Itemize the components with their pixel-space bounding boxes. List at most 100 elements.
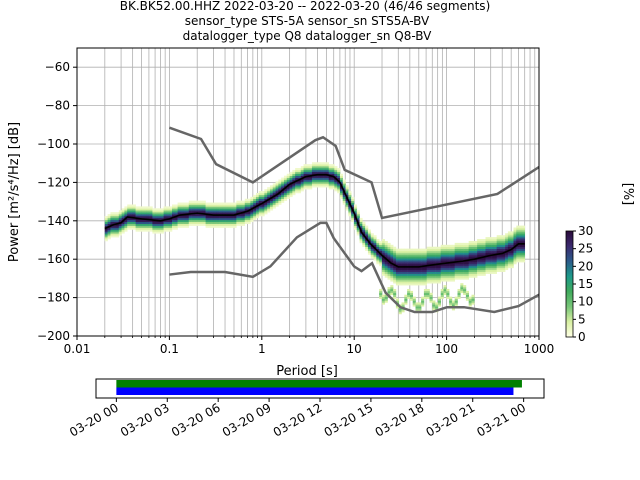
heatmap-cell — [306, 168, 310, 171]
heatmap-cell — [432, 265, 436, 269]
heatmap-cell — [362, 239, 366, 242]
heatmap-cell — [423, 275, 428, 278]
heatmap-cell — [325, 183, 330, 186]
heatmap-cell — [395, 275, 400, 278]
heatmap-cell — [124, 206, 128, 209]
heatmap-cell — [381, 252, 386, 255]
heatmap-cell — [454, 264, 458, 267]
heatmap-cell — [390, 275, 394, 278]
heatmap-cell — [362, 229, 366, 232]
heatmap-cell — [432, 267, 436, 271]
heatmap-cell — [135, 208, 139, 211]
heatmap-cell — [398, 277, 402, 280]
heatmap-cell — [454, 296, 458, 299]
heatmap-cell — [264, 196, 268, 200]
heatmap-cell — [446, 294, 450, 297]
heatmap-cell — [421, 248, 425, 251]
heatmap-cell — [300, 179, 304, 182]
heatmap-cell — [306, 185, 310, 188]
heatmap-cell — [297, 177, 302, 180]
heatmap-cell — [356, 233, 360, 236]
heatmap-cell — [177, 217, 181, 221]
heatmap-cell — [275, 194, 279, 198]
heatmap-cell — [471, 254, 475, 257]
heatmap-cell — [516, 227, 520, 230]
heatmap-cell — [488, 246, 492, 249]
heatmap-cell — [113, 217, 117, 221]
heatmap-cell — [155, 231, 159, 234]
heatmap-cell — [127, 221, 131, 224]
heatmap-cell — [496, 262, 500, 265]
heatmap-cell — [320, 179, 324, 182]
heatmap-cell — [449, 260, 453, 263]
heatmap-cell — [320, 175, 324, 178]
heatmap-cell — [521, 225, 525, 228]
heatmap-cell — [446, 279, 450, 282]
heatmap-cell — [113, 219, 117, 223]
heatmap-cell — [507, 240, 511, 244]
heatmap-cell — [440, 250, 444, 253]
heatmap-cell — [387, 244, 391, 248]
heatmap-cell — [437, 246, 442, 249]
heatmap-cell — [292, 179, 296, 182]
heatmap-cell — [113, 227, 117, 230]
heatmap-cell — [244, 221, 248, 224]
heatmap-cell — [191, 214, 195, 217]
heatmap-cell — [356, 214, 360, 217]
heatmap-cell — [465, 271, 470, 274]
heatmap-cell — [225, 223, 229, 226]
heatmap-cell — [244, 206, 248, 209]
heatmap-cell — [205, 214, 209, 217]
heatmap-cell — [474, 240, 478, 244]
heatmap-cell — [415, 308, 419, 311]
heatmap-cell — [493, 240, 497, 244]
heatmap-cell — [479, 250, 483, 253]
heatmap-cell — [272, 204, 276, 207]
heatmap-cell — [457, 294, 461, 297]
heatmap-cell — [124, 210, 128, 213]
heatmap-cell — [365, 231, 369, 234]
heatmap-cell — [236, 223, 240, 226]
heatmap-cell — [393, 258, 397, 261]
heatmap-cell — [443, 275, 447, 278]
heatmap-cell — [314, 164, 318, 167]
heatmap-cell — [493, 239, 497, 242]
heatmap-cell — [507, 264, 511, 267]
heatmap-cell — [502, 258, 506, 261]
heatmap-cell — [477, 239, 481, 242]
heatmap-cell — [166, 214, 170, 217]
heatmap-cell — [440, 264, 444, 267]
heatmap-cell — [348, 212, 352, 215]
availability-tick-label: 03-20 09 — [220, 400, 274, 439]
heatmap-cell — [225, 219, 229, 223]
heatmap-cell — [395, 267, 400, 271]
heatmap-cell — [415, 262, 419, 265]
heatmap-cell — [323, 171, 327, 175]
heatmap-cell — [471, 250, 475, 253]
heatmap-cell — [418, 264, 422, 267]
heatmap-cell — [185, 225, 190, 228]
heatmap-cell — [432, 269, 436, 272]
heatmap-cell — [379, 260, 383, 263]
heatmap-cell — [202, 217, 206, 221]
heatmap-cell — [250, 204, 254, 207]
heatmap-cell — [460, 252, 464, 255]
heatmap-cell — [513, 242, 517, 246]
heatmap-cell — [331, 183, 335, 186]
heatmap-cell — [381, 271, 386, 274]
heatmap-cell — [449, 273, 453, 276]
heatmap-cell — [454, 298, 458, 301]
heatmap-cell — [387, 264, 391, 267]
heatmap-cell — [384, 269, 388, 272]
heatmap-cell — [477, 264, 481, 267]
heatmap-cell — [516, 254, 520, 257]
heatmap-cell — [519, 233, 523, 236]
heatmap-cell — [286, 177, 290, 180]
heatmap-cell — [121, 231, 125, 234]
heatmap-cell — [488, 250, 492, 253]
heatmap-cell — [426, 254, 430, 257]
heatmap-cell — [118, 225, 122, 228]
heatmap-cell — [435, 250, 439, 253]
heatmap-cell — [351, 204, 355, 207]
heatmap-cell — [510, 244, 514, 248]
